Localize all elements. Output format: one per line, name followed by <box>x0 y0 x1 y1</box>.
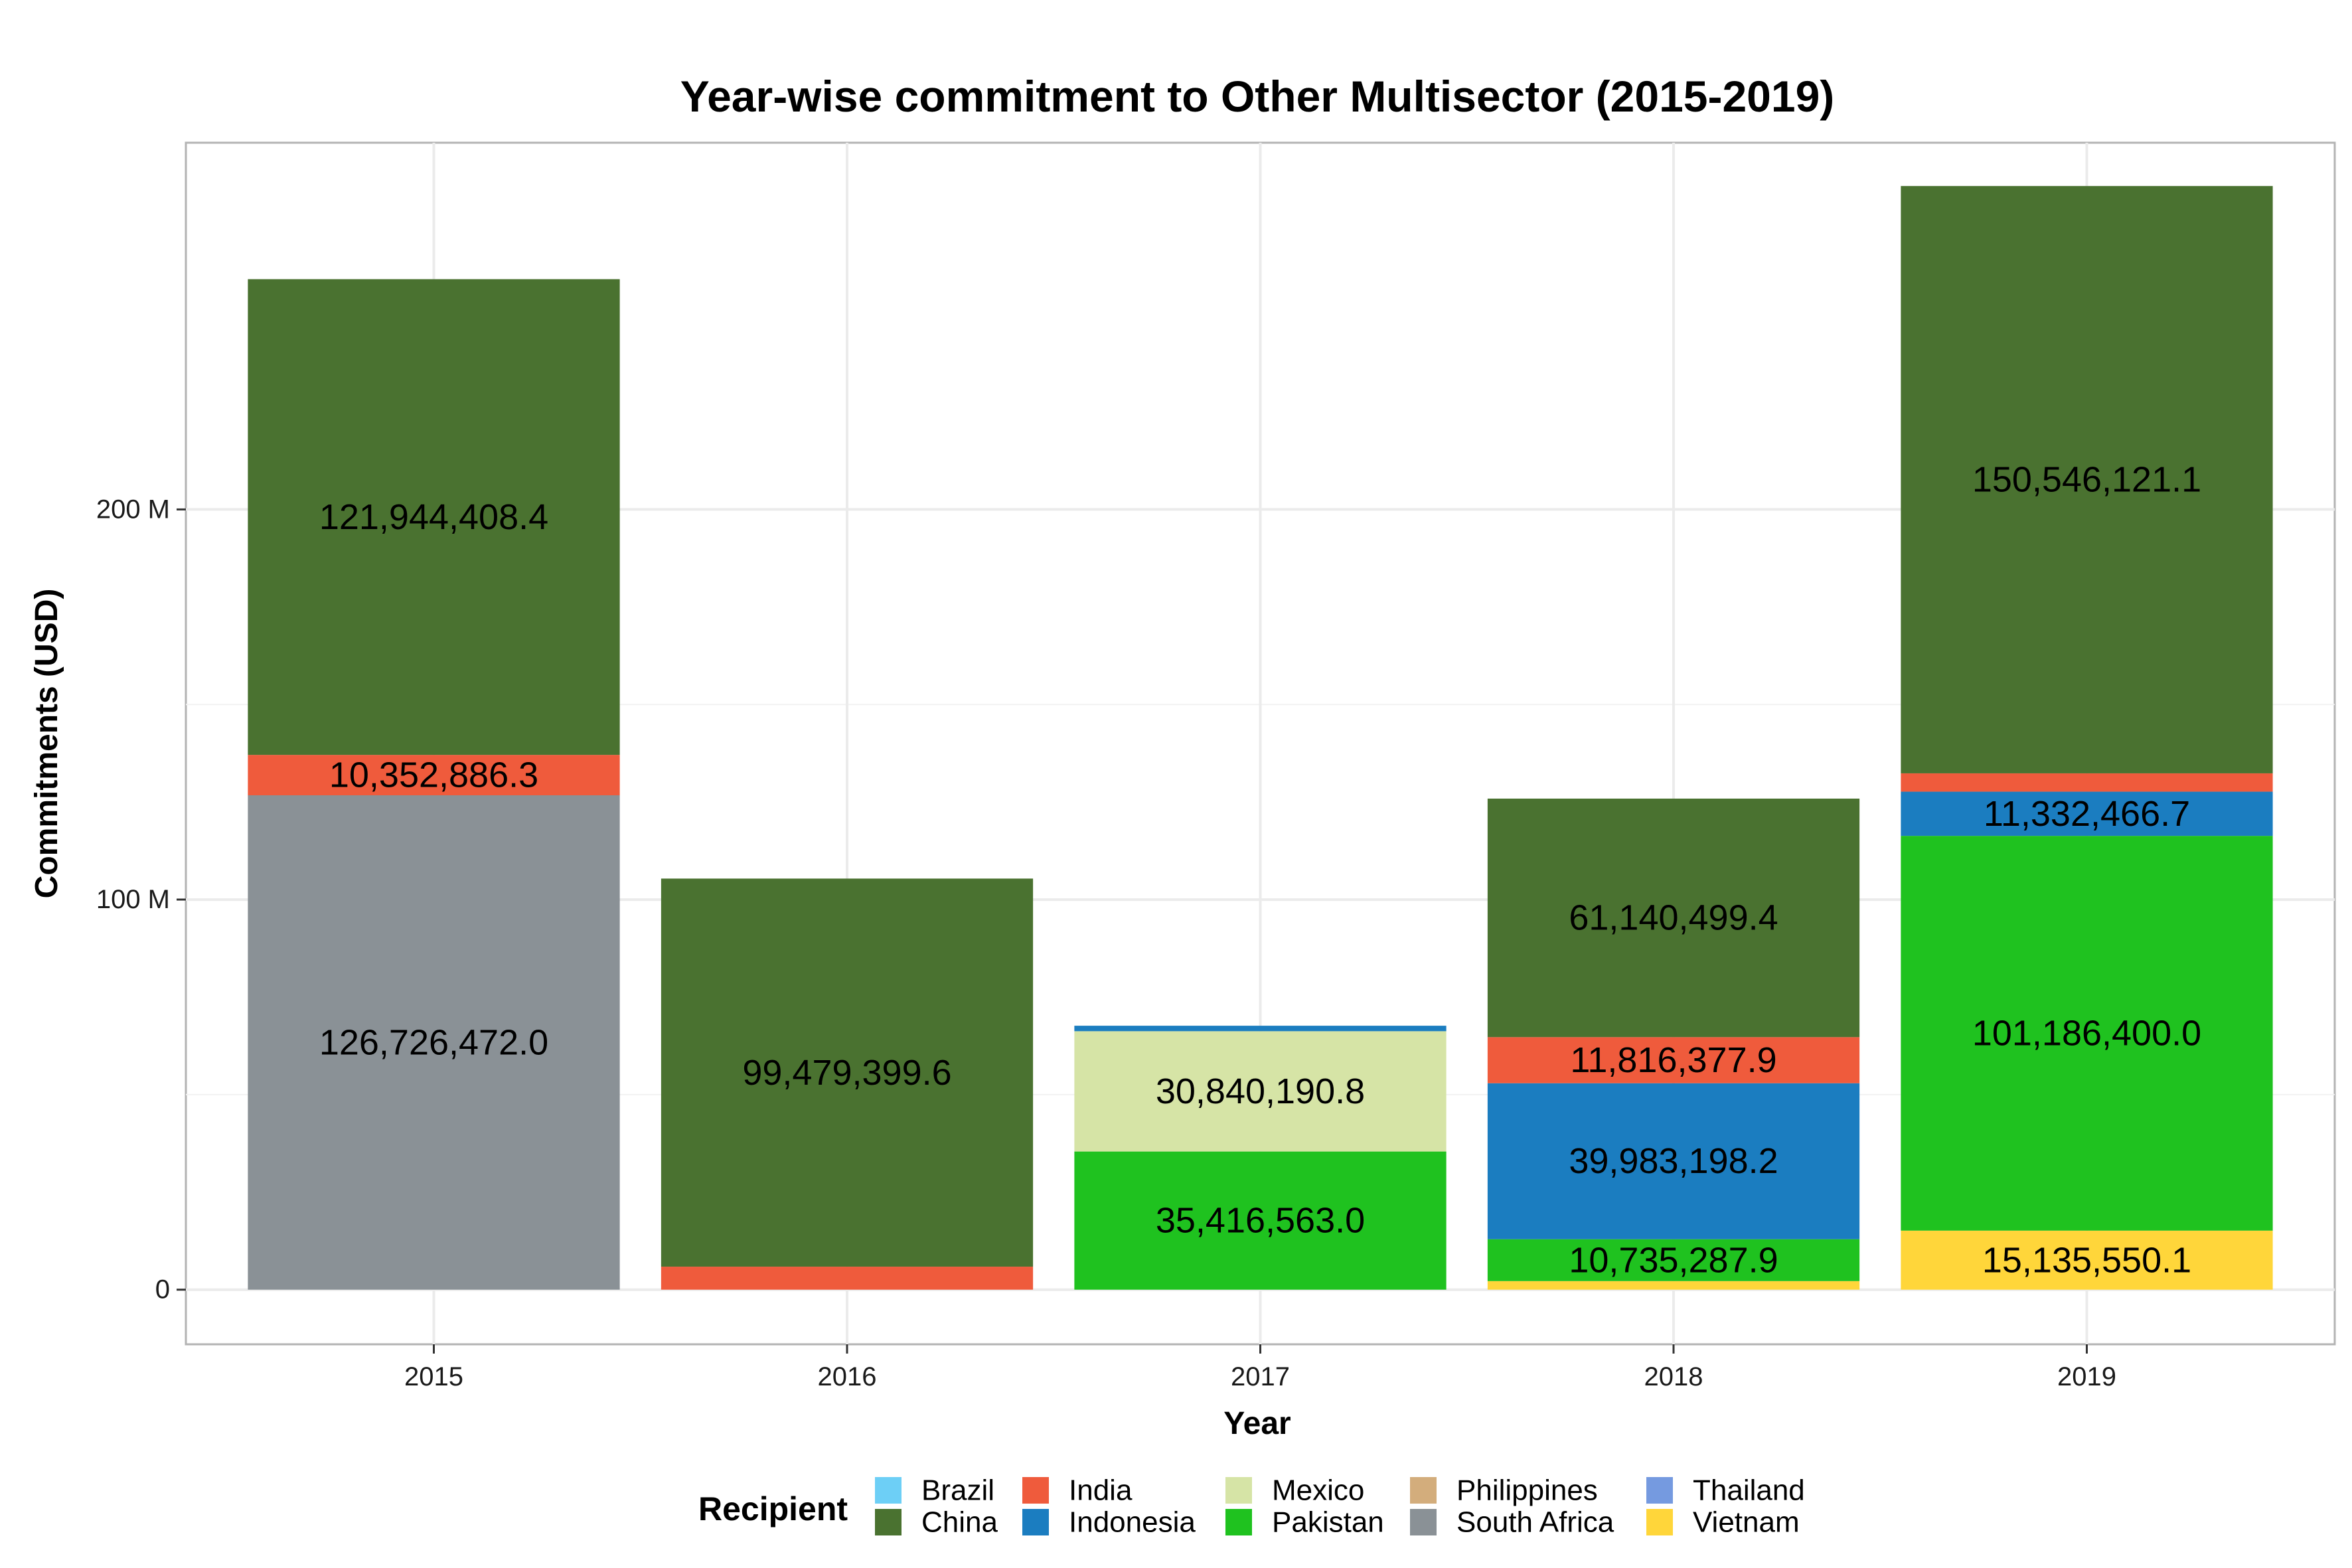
bar-segment-2019-china <box>1901 186 2273 773</box>
x-axis: 2015 2016 2017 2018 2019 <box>404 1344 2116 1391</box>
bar-segment-2016-india <box>661 1267 1034 1290</box>
data-label-2018-indonesia: 39,983,198.2 <box>1569 1141 1778 1181</box>
data-label-2019-pakistan: 101,186,400.0 <box>1972 1013 2201 1053</box>
legend-label-thailand: Thailand <box>1693 1474 1805 1507</box>
legend-label-indonesia: Indonesia <box>1069 1506 1196 1539</box>
legend-label-india: India <box>1069 1474 1133 1507</box>
bar-segment-2017-mexico <box>1074 1031 1447 1152</box>
bar-segment-2019-indonesia <box>1901 791 2273 836</box>
bar-segment-2018-pakistan <box>1487 1239 1860 1281</box>
bar-segment-2018-china <box>1487 799 1860 1038</box>
bar-segment-2018-indonesia <box>1487 1083 1860 1239</box>
y-tick-label: 0 <box>155 1275 170 1304</box>
legend-label-philippines: Philippines <box>1456 1474 1598 1507</box>
legend-swatch-brazil <box>875 1477 902 1504</box>
data-label-2015-south-africa: 126,726,472.0 <box>319 1022 548 1062</box>
legend-swatch-india <box>1022 1477 1049 1504</box>
bar-segment-2019-pakistan <box>1901 836 2273 1231</box>
y-axis: 0 100 M 200 M <box>96 495 186 1304</box>
bar-segment-2015-china <box>248 279 620 755</box>
bar-segment-2018-vietnam <box>1487 1281 1860 1290</box>
bars <box>248 186 2273 1290</box>
data-label-2019-vietnam: 15,135,550.1 <box>1982 1240 2191 1280</box>
bar-segment-2015-south-africa <box>248 795 620 1290</box>
x-tick-label: 2018 <box>1644 1362 1703 1391</box>
data-label-2018-china: 61,140,499.4 <box>1569 898 1778 938</box>
legend-label-mexico: Mexico <box>1272 1474 1364 1507</box>
legend-swatch-pakistan <box>1225 1509 1252 1535</box>
data-label-2017-mexico: 30,840,190.8 <box>1156 1071 1365 1111</box>
data-label-2018-india: 11,816,377.9 <box>1570 1040 1776 1080</box>
legend-swatch-vietnam <box>1646 1509 1673 1535</box>
x-tick-label: 2016 <box>818 1362 877 1391</box>
data-label-2017-pakistan: 35,416,563.0 <box>1156 1201 1365 1241</box>
data-label-2019-china: 150,546,121.1 <box>1972 460 2201 500</box>
data-label-2015-india: 10,352,886.3 <box>329 755 538 795</box>
data-label-2018-pakistan: 10,735,287.9 <box>1569 1240 1778 1280</box>
legend-swatch-thailand <box>1646 1477 1673 1504</box>
x-tick-label: 2017 <box>1231 1362 1290 1391</box>
legend-title: Recipient <box>698 1490 848 1528</box>
y-tick-label: 200 M <box>96 495 170 524</box>
y-axis-title: Commitments (USD) <box>29 589 64 899</box>
legend-swatch-philippines <box>1410 1477 1437 1504</box>
x-tick-label: 2015 <box>404 1362 463 1391</box>
bar-segment-2016-china <box>661 878 1034 1267</box>
bar-segment-2015-india <box>248 755 620 796</box>
legend-swatch-indonesia <box>1022 1509 1049 1535</box>
legend-swatch-china <box>875 1509 902 1535</box>
data-label-2015-china: 121,944,408.4 <box>319 497 548 537</box>
x-axis-title: Year <box>1223 1406 1291 1441</box>
legend-label-pakistan: Pakistan <box>1272 1506 1384 1539</box>
legend-label-south-africa: South Africa <box>1456 1506 1614 1539</box>
legend-swatch-mexico <box>1225 1477 1252 1504</box>
bar-segment-2018-india <box>1487 1037 1860 1083</box>
chart-title: Year-wise commitment to Other Multisecto… <box>680 72 1835 121</box>
legend-swatch-south-africa <box>1410 1509 1437 1535</box>
legend-label-brazil: Brazil <box>921 1474 994 1507</box>
data-label-2016-china: 99,479,399.6 <box>742 1053 951 1093</box>
bar-segment-2017-pakistan <box>1074 1151 1447 1290</box>
data-labels: 126,726,472.0 10,352,886.3 121,944,408.4 99… <box>319 460 2201 1281</box>
legend-label-china: China <box>921 1506 998 1539</box>
x-tick-label: 2019 <box>2057 1362 2116 1391</box>
data-label-2019-indonesia: 11,332,466.7 <box>1984 794 2190 834</box>
bar-segment-2019-india <box>1901 773 2273 792</box>
bar-segment-2017-indonesia <box>1074 1026 1447 1032</box>
bar-segment-2019-vietnam <box>1901 1230 2273 1290</box>
y-tick-label: 100 M <box>96 885 170 914</box>
legend-label-vietnam: Vietnam <box>1693 1506 1800 1539</box>
